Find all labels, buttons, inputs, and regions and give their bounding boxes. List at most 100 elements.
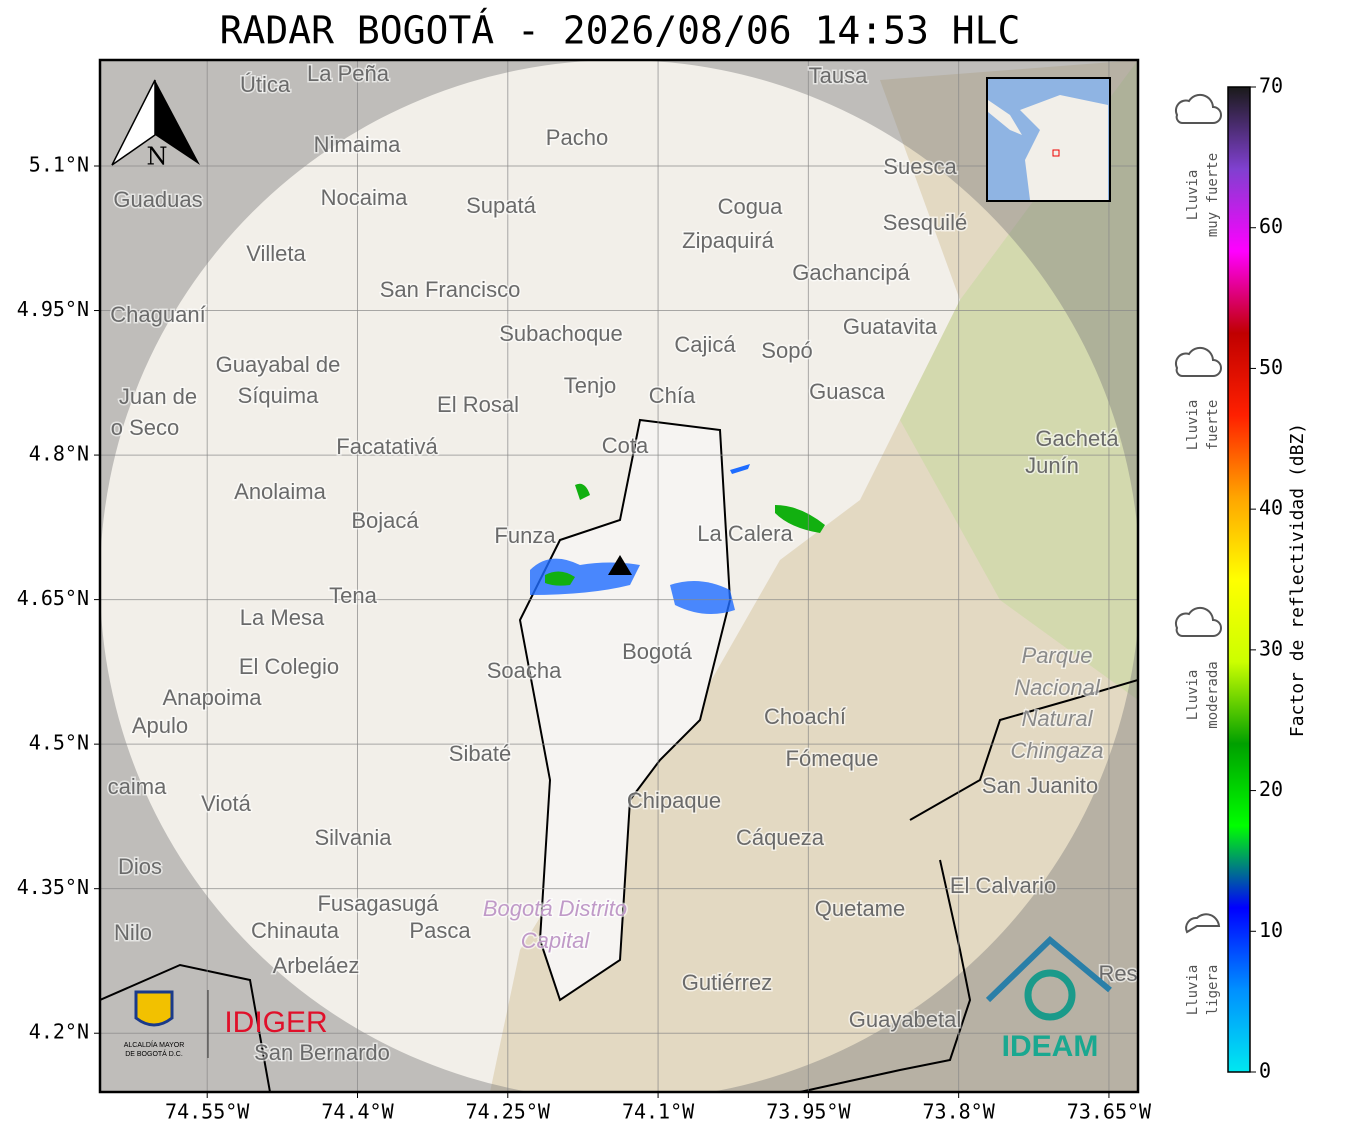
north-arrow: N [111, 79, 200, 171]
alcaldia-line: DE BOGOTÁ D.C. [125, 1049, 183, 1058]
colorbar-tick-label: 50 [1259, 355, 1283, 379]
place-label: Fómeque [786, 746, 879, 771]
place-label: Sibaté [449, 741, 511, 766]
y-tick-label: 4.65°N [17, 586, 89, 610]
place-label: Soacha [487, 658, 562, 683]
place-label: Anapoima [162, 685, 262, 710]
place-label: Nocaima [321, 185, 409, 210]
place-label: Síquima [238, 383, 319, 408]
x-tick-label: 73.8°W [923, 1100, 996, 1124]
place-label: Bogotá [622, 639, 692, 664]
rain-icons [1174, 93, 1222, 934]
grid [100, 60, 1138, 1092]
place-label: Villeta [246, 241, 306, 266]
colorbar-tick-label: 40 [1259, 496, 1283, 520]
place-label: Facatativá [336, 434, 438, 459]
place-label: Silvania [314, 825, 392, 850]
place-label: La Mesa [240, 605, 325, 630]
place-label: o Seco [111, 415, 180, 440]
place-label: Chaguaní [110, 302, 205, 327]
colorbar-label: Factor de reflectividad (dBZ) [1287, 423, 1308, 737]
x-tick-label: 74.4°W [321, 1100, 394, 1124]
place-label: Capital [521, 928, 591, 953]
inset-map [986, 77, 1111, 202]
place-label: Sopó [761, 338, 812, 363]
place-label: Bogotá Distrito [483, 896, 627, 921]
place-label: Apulo [132, 713, 188, 738]
y-tick-label: 5.1°N [29, 152, 89, 176]
place-label: Anolaima [234, 479, 326, 504]
place-label: Sesquilé [883, 210, 967, 235]
place-label: Dios [118, 854, 162, 879]
x-tick-label: 73.65°W [1067, 1100, 1152, 1124]
rain-level-label: Lluvia [1185, 670, 1201, 721]
place-label: Chipaque [627, 788, 721, 813]
place-label: Natural [1022, 706, 1094, 731]
place-label: Nacional [1014, 675, 1101, 700]
rain-level-label: Lluvia [1185, 400, 1201, 451]
place-label: Nimaima [314, 132, 402, 157]
place-label: Nilo [114, 920, 152, 945]
place-label: Gutiérrez [682, 970, 772, 995]
colorbar-tick-label: 20 [1259, 777, 1283, 801]
place-label: Tena [329, 583, 377, 608]
colorbar-tick-label: 10 [1259, 918, 1283, 942]
alcaldia-line: ALCALDÍA MAYOR [124, 1040, 185, 1049]
place-label: Zipaquirá [682, 228, 774, 253]
colorbar-tick-label: 30 [1259, 636, 1283, 660]
rain-level-label: Lluvia [1185, 170, 1201, 221]
place-label: Suesca [883, 154, 957, 179]
place-label: Cota [602, 433, 649, 458]
place-label: San Francisco [380, 277, 521, 302]
place-label: Subachoque [499, 321, 623, 346]
x-tick-label: 74.25°W [466, 1100, 551, 1124]
x-tick-label: 73.95°W [766, 1100, 851, 1124]
place-label: Gachancipá [792, 260, 910, 285]
colorbar [1227, 86, 1251, 1073]
place-label: Pacho [546, 125, 608, 150]
place-label: Parque [1022, 643, 1093, 668]
place-label: caima [108, 774, 167, 799]
x-tick-label: 74.1°W [622, 1100, 695, 1124]
rain-level-label: ligera [1205, 965, 1221, 1016]
place-label: Fusagasugá [317, 891, 439, 916]
place-label: Guatavita [843, 314, 938, 339]
place-label: Cajicá [674, 332, 736, 357]
place-label: Arbeláez [273, 953, 360, 978]
place-label: Chía [649, 383, 696, 408]
basemap [100, 60, 1138, 1092]
map-frame [98, 58, 1140, 1094]
place-label: Bojacá [351, 508, 419, 533]
place-label: Supatá [466, 193, 536, 218]
title: RADAR BOGOTÁ - 2026/08/06 14:53 HLC [220, 9, 1021, 53]
place-label: La Peña [307, 61, 390, 86]
place-label: El Calvario [950, 873, 1056, 898]
rain-level-label: moderada [1205, 661, 1221, 728]
x-tick-label: 74.55°W [165, 1100, 250, 1124]
place-label: Útica [240, 72, 291, 97]
place-label: San Juanito [982, 773, 1098, 798]
y-tick-label: 4.8°N [29, 442, 89, 466]
place-label: Juan de [119, 384, 197, 409]
place-label: Gachetá [1035, 426, 1119, 451]
place-label: Guaduas [113, 187, 202, 212]
place-label: Junín [1025, 453, 1079, 478]
place-label: Funza [494, 523, 556, 548]
place-label: Guayabal de [216, 352, 341, 377]
place-labels: La Peña Útica Tausa Pacho Nimaima Guaduas Noca… [106, 60, 1138, 1066]
place-label: Pasca [409, 918, 471, 943]
place-label: Guasca [809, 379, 886, 404]
colorbar-tick-label: 60 [1259, 214, 1283, 238]
north-label: N [147, 143, 168, 171]
place-label: Quetame [815, 896, 906, 921]
colorbar-tick-label: 70 [1259, 74, 1283, 98]
ideam-logo: IDEAM [985, 935, 1112, 1063]
alcaldia-logo: ALCALDÍA MAYOR DE BOGOTÁ D.C. IDIGER [124, 990, 328, 1058]
place-label: Chingaza [1011, 738, 1104, 763]
rain-level-label: fuerte [1205, 400, 1221, 451]
place-label: Choachí [764, 704, 846, 729]
place-label: El Colegio [239, 654, 339, 679]
y-tick-label: 4.35°N [17, 875, 89, 899]
rain-level-label: Lluvia [1185, 965, 1201, 1016]
